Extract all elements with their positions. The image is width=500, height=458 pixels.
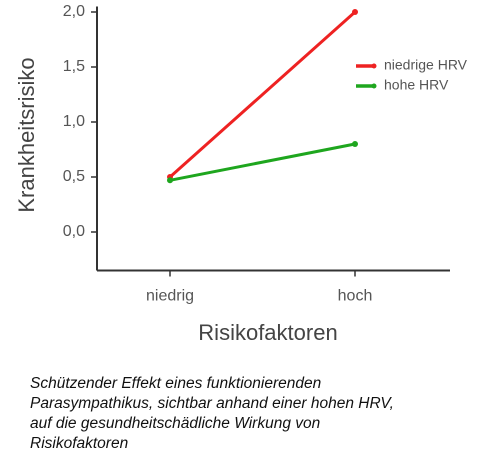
legend-marker [371,63,377,69]
caption-line: auf die gesundheitschädliche Wirkung von [30,415,320,432]
legend-label: niedrige HRV [384,57,468,73]
y-tick-label: 0,5 [63,168,85,185]
y-tick-label: 0,0 [63,223,85,240]
line [169,10,356,179]
x-tick-label: niedrig [146,288,194,305]
caption-line: Schützender Effekt eines funktionierende… [30,375,321,392]
caption-line: Risikofaktoren [30,435,128,452]
legend-label: hohe HRV [384,77,449,93]
point [352,141,358,147]
y-axis-title: Krankheitsrisiko [14,57,39,212]
x-tick-label: hoch [338,288,373,305]
caption-line: Parasympathikus, sichtbar anhand einer h… [30,395,394,412]
x-axis-title: Risikofaktoren [198,320,337,345]
y-tick-label: 1,0 [63,113,85,130]
y-tick-label: 2,0 [63,3,85,20]
point [352,9,358,15]
line [169,142,356,182]
point [167,177,173,184]
y-tick-label: 1,5 [63,58,85,75]
legend-marker [371,83,377,89]
